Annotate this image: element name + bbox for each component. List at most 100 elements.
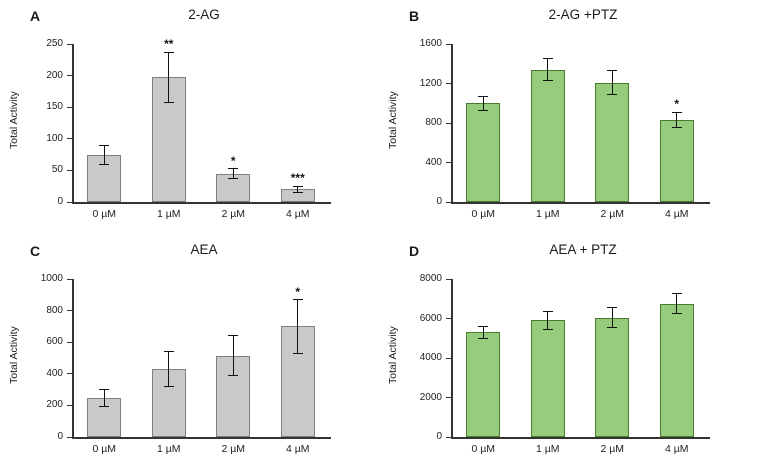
error-bar [103, 145, 105, 165]
y-axis-line [451, 279, 453, 437]
y-tick-mark [67, 373, 72, 375]
y-tick-label: 4000 [419, 352, 442, 363]
y-tick-mark [67, 75, 72, 77]
chart-title-a: 2-AG [188, 7, 220, 22]
x-tick-label: 1 µM [535, 208, 560, 220]
x-tick-label: 2 µM [221, 443, 246, 455]
x-tick-label: 4 µM [664, 443, 689, 455]
error-bar [611, 307, 613, 328]
error-bar-cap-bottom [542, 80, 553, 82]
y-tick-mark [67, 341, 72, 343]
y-tick-mark [446, 83, 451, 84]
bar [466, 332, 500, 437]
error-bar [297, 299, 299, 354]
y-tick-label: 200 [46, 69, 63, 81]
x-tick-label: 0 µM [92, 208, 117, 220]
y-axis-label-d: Total Activity [387, 326, 399, 384]
error-bar-cap-bottom [163, 102, 174, 104]
error-bar-cap-top [671, 111, 682, 113]
panel-label-b: B [409, 8, 420, 24]
x-axis-line [72, 202, 331, 204]
bar-chart-a: 0 50 100 150 200 250 0 µM 1 µM ** 2 µM * 4 µM *** [30, 30, 342, 226]
x-tick-label: 2 µM [600, 443, 625, 455]
bar-chart-c: 0 200 400 600 800 1000 0 µM 1 µM 2 µM 4 µM * [30, 265, 342, 461]
chart-title-d: AEA + PTZ [549, 242, 617, 257]
error-bar-cap-bottom [99, 406, 110, 408]
y-tick-mark [446, 318, 451, 319]
y-tick-label: 1200 [419, 77, 442, 89]
error-bar-cap-top [99, 389, 110, 391]
error-bar-cap-bottom [292, 192, 303, 194]
significance-marker: *** [290, 171, 305, 186]
x-tick-label: 1 µM [156, 443, 181, 455]
y-tick-mark [446, 43, 451, 45]
x-tick-label: 0 µM [471, 208, 496, 220]
y-tick-mark [67, 436, 72, 438]
panel-c: C AEA Total Activity 0 200 400 600 800 1000 0 … [0, 235, 379, 470]
y-axis-line [451, 44, 453, 202]
error-bar [547, 311, 549, 330]
error-bar [482, 326, 484, 339]
panel-label-d: D [409, 243, 420, 259]
x-tick-label: 0 µM [92, 443, 117, 455]
error-bar-cap-top [478, 325, 489, 327]
y-tick-mark [67, 278, 72, 280]
error-bar-cap-top [478, 95, 489, 97]
y-tick-mark [446, 278, 451, 280]
error-bar-cap-bottom [478, 109, 489, 111]
error-bar [168, 351, 170, 387]
significance-marker: * [230, 153, 236, 168]
bar [530, 69, 565, 202]
y-axis-label-b: Total Activity [387, 91, 399, 149]
bar [466, 103, 500, 202]
x-tick-label: 4 µM [664, 208, 689, 220]
error-bar-cap-bottom [478, 337, 489, 339]
x-tick-label: 2 µM [221, 208, 246, 220]
bar [659, 303, 694, 437]
y-tick-label: 50 [51, 164, 63, 176]
significance-marker: ** [164, 37, 174, 52]
error-bar-cap-top [163, 51, 174, 53]
error-bar [482, 96, 484, 111]
panel-b: B 2-AG +PTZ Total Activity 0 400 800 1200 16… [379, 0, 758, 235]
bar [595, 82, 629, 202]
error-bar-cap-bottom [163, 385, 174, 387]
error-bar [232, 168, 234, 179]
y-tick-mark [446, 357, 451, 359]
y-tick-label: 1000 [40, 273, 63, 284]
panel-d: D AEA + PTZ Total Activity 0 2000 4000 6000… [379, 235, 758, 470]
y-tick-label: 250 [46, 38, 63, 49]
y-tick-mark [446, 162, 451, 163]
y-tick-label: 0 [436, 431, 442, 442]
y-tick-label: 8000 [419, 273, 442, 284]
y-tick-mark [446, 201, 451, 203]
error-bar [103, 389, 105, 407]
error-bar [232, 335, 234, 376]
y-axis-line [72, 279, 74, 437]
error-bar-cap-top [542, 311, 553, 313]
error-bar-cap-bottom [292, 352, 303, 354]
x-tick-label: 1 µM [535, 443, 560, 455]
panel-label-c: C [30, 243, 41, 259]
bar [530, 320, 565, 437]
error-bar-cap-top [228, 168, 239, 169]
bar-chart-b: 0 400 800 1200 1600 0 µM 1 µM 2 µM 4 µM * [409, 30, 721, 226]
x-tick-label: 0 µM [471, 443, 496, 455]
chart-title-b: 2-AG +PTZ [548, 7, 618, 22]
y-tick-mark [446, 436, 451, 438]
y-tick-mark [446, 122, 451, 124]
error-bar [676, 293, 678, 314]
error-bar-cap-top [542, 58, 553, 60]
x-tick-label: 4 µM [285, 443, 310, 455]
y-tick-mark [67, 201, 72, 203]
error-bar [297, 186, 299, 193]
error-bar-cap-top [163, 351, 174, 353]
y-tick-label: 800 [46, 304, 63, 316]
y-axis-label-a: Total Activity [8, 91, 20, 149]
significance-marker: * [295, 284, 301, 299]
y-tick-label: 400 [425, 156, 442, 168]
y-tick-label: 600 [46, 336, 63, 348]
error-bar-cap-bottom [542, 328, 553, 330]
error-bar [168, 52, 170, 103]
y-tick-mark [67, 310, 72, 312]
